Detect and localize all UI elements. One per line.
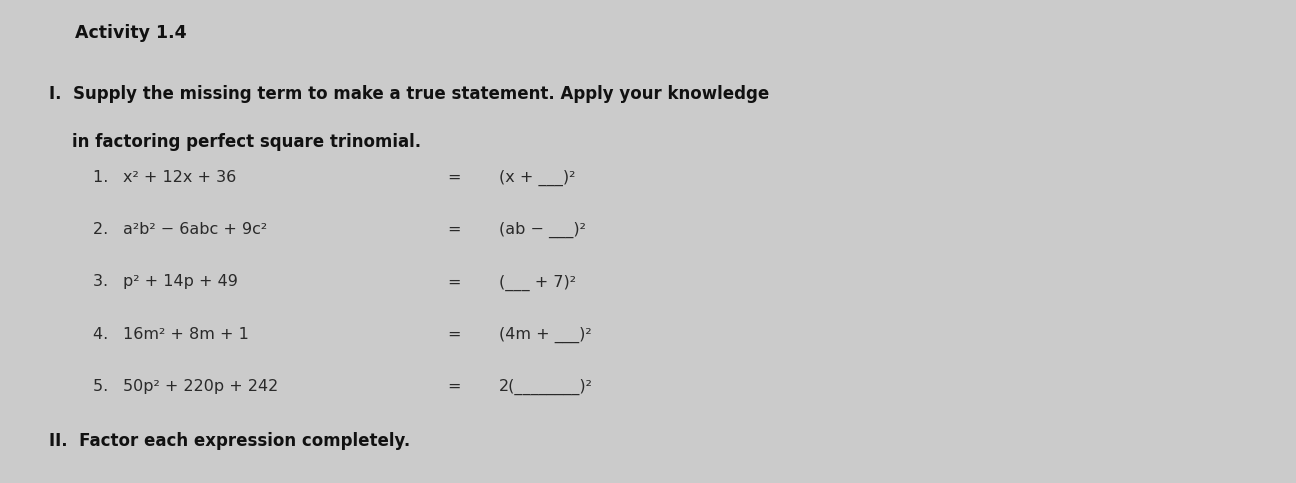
Text: 3.: 3. xyxy=(93,274,119,289)
Text: (ab − ___)²: (ab − ___)² xyxy=(499,222,586,239)
Text: II.  Factor each expression completely.: II. Factor each expression completely. xyxy=(49,432,411,450)
Text: 50p² + 220p + 242: 50p² + 220p + 242 xyxy=(123,379,279,394)
Text: =: = xyxy=(447,274,460,289)
Text: =: = xyxy=(447,379,460,394)
Text: x² + 12x + 36: x² + 12x + 36 xyxy=(123,170,236,185)
Text: 2.: 2. xyxy=(93,222,119,237)
Text: 2(________)²: 2(________)² xyxy=(499,379,592,395)
Text: p² + 14p + 49: p² + 14p + 49 xyxy=(123,274,238,289)
Text: 16m² + 8m + 1: 16m² + 8m + 1 xyxy=(123,327,249,341)
Text: (x + ___)²: (x + ___)² xyxy=(499,170,575,186)
Text: Activity 1.4: Activity 1.4 xyxy=(75,24,187,42)
Text: a²b² − 6abc + 9c²: a²b² − 6abc + 9c² xyxy=(123,222,267,237)
Text: in factoring perfect square trinomial.: in factoring perfect square trinomial. xyxy=(49,133,421,151)
Text: I.  Supply the missing term to make a true statement. Apply your knowledge: I. Supply the missing term to make a tru… xyxy=(49,85,770,102)
Text: 4.: 4. xyxy=(93,327,119,341)
Text: 1.: 1. xyxy=(93,170,119,185)
Text: (4m + ___)²: (4m + ___)² xyxy=(499,327,591,343)
Text: =: = xyxy=(447,170,460,185)
Text: =: = xyxy=(447,222,460,237)
Text: =: = xyxy=(447,327,460,341)
Text: (___ + 7)²: (___ + 7)² xyxy=(499,274,575,291)
Text: 5.: 5. xyxy=(93,379,119,394)
